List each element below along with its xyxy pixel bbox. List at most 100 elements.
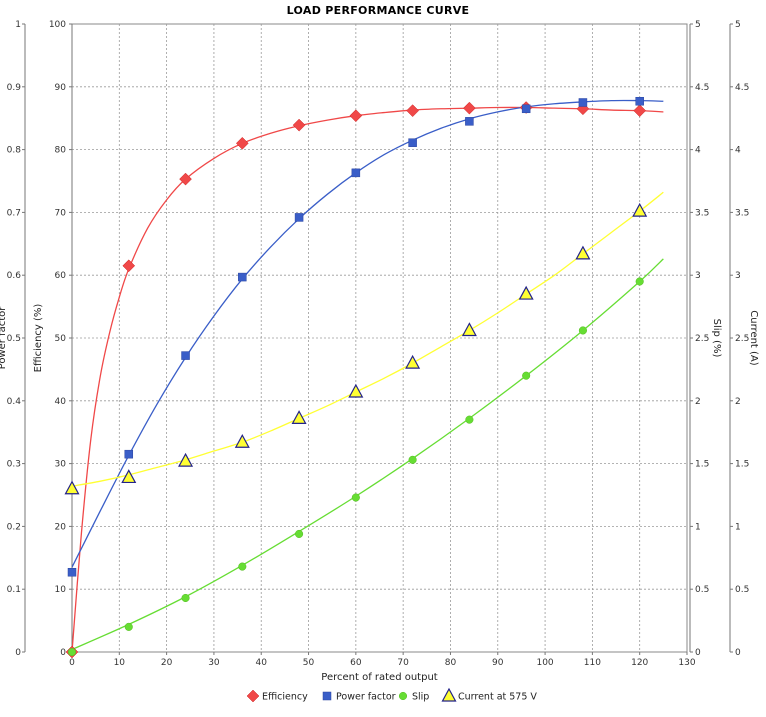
x-tick-label: 70 [397,658,409,668]
left-outer-tick-label: 0.5 [7,334,21,344]
power-factor-point [408,138,417,147]
current-at-575-v-point [64,480,80,495]
current-at-575-v-point [405,354,421,369]
power-factor-point [521,104,531,114]
power-factor-point [635,96,644,106]
efficiency-point [349,109,363,123]
legend: Efficiency Power factor Slip Current at 575… [246,687,537,703]
current-at-575-v-point [461,322,477,337]
left-inner-tick-label: 90 [55,83,67,93]
x-tick-label: 120 [631,658,648,668]
current-at-575-v-point [348,383,364,398]
legend-power-factor-label: Power factor [336,692,396,703]
right-inner-tick-label: 4.5 [695,83,709,93]
current-at-575-v-curve [72,191,664,487]
slip-point [67,647,77,657]
right-outer-tick-label: 0.5 [735,585,749,595]
left-outer-tick-label: 0.8 [7,146,22,156]
left-outer-tick-label: 0.9 [7,83,22,93]
efficiency-point [633,104,647,118]
slip-point [351,493,360,502]
right-inner-tick-label: 3 [695,271,701,281]
grid-lines [72,24,687,652]
right-inner-tick-label: 2 [695,397,701,407]
left-inner-tick-label: 80 [55,146,67,156]
efficiency-curve [72,106,664,652]
power-factor-point [124,449,134,459]
x-tick-label: 110 [584,658,601,668]
right-outer-tick-label: 0 [735,648,741,658]
power-factor-point [181,351,190,360]
left-inner-tick-label: 0 [60,648,66,658]
x-tick-label: 130 [678,658,695,668]
left-inner-tick-label: 40 [55,397,67,407]
right-outer-tick-label: 2 [735,397,741,407]
power-factor-point [578,98,588,107]
right-outer-axis-title: Current (A) [748,310,759,365]
power-factor-point [238,272,247,282]
x-tick-label: 90 [492,658,504,668]
legend-slip-marker [398,691,408,701]
power-factor-point [294,213,304,222]
left-outer-tick-label: 0.1 [7,585,21,595]
x-tick-label: 60 [350,658,362,668]
slip-point [635,277,644,286]
efficiency-point [463,101,476,115]
x-axis-title: Percent of rated output [321,672,438,683]
x-tick-label: 80 [445,658,457,668]
slip-point [408,455,417,464]
current-at-575-v-point [632,202,648,217]
slip-point [238,562,247,571]
right-outer-tick-label: 2.5 [735,334,749,344]
x-tick-label: 10 [114,658,126,668]
legend-current-at-575-v-label: Current at 575 V [458,692,537,703]
right-outer-tick-label: 3 [735,271,741,281]
right-outer-tick-label: 3.5 [735,208,749,218]
x-tick-label: 30 [208,658,220,668]
left-outer-tick-label: 0 [15,648,21,658]
right-inner-tick-label: 0 [695,648,701,658]
legend-current-at-575-v-marker [441,687,457,702]
power-factor-point [465,117,474,126]
left-outer-axis-title: Power factor [0,306,8,370]
current-at-575-v-point [291,410,307,424]
slip-point [124,622,133,631]
current-at-575-v-point [575,245,591,260]
efficiency-point [122,259,136,273]
power-factor-point [67,567,77,577]
right-inner-tick-label: 1 [695,522,701,532]
legend-power-factor-marker [322,691,332,701]
x-tick-label: 20 [161,658,173,668]
efficiency-point [406,104,419,118]
right-outer-tick-label: 4 [735,146,741,156]
right-inner-tick-label: 1.5 [695,460,709,470]
efficiency-point [235,136,249,150]
right-outer-tick-label: 1.5 [735,460,749,470]
efficiency-point [179,172,192,186]
current-at-575-v-point [518,285,534,300]
left-inner-tick-label: 10 [55,585,67,595]
right-inner-tick-label: 5 [695,20,701,30]
right-outer-tick-label: 5 [735,20,741,30]
left-outer-tick-label: 0.4 [7,397,22,407]
x-tick-label: 50 [303,658,315,668]
left-outer-tick-label: 0.3 [7,460,21,470]
current-at-575-v-point [178,452,194,467]
power-factor-point [351,168,361,178]
right-inner-tick-label: 4 [695,146,701,156]
left-inner-tick-label: 50 [55,334,67,344]
slip-point [522,371,531,380]
left-outer-tick-label: 0.2 [7,522,21,532]
current-at-575-v-point [121,469,137,484]
left-inner-axis-title: Efficiency (%) [33,304,44,373]
left-outer-tick-label: 0.6 [7,271,22,281]
legend-slip-label: Slip [412,692,429,703]
right-inner-axis-title: Slip (%) [711,319,722,358]
efficiency-point [292,118,306,132]
current-at-575-v-point [234,433,250,448]
left-outer-tick-label: 0.7 [7,208,21,218]
left-outer-tick-label: 1 [15,20,21,30]
right-inner-tick-label: 0.5 [695,585,709,595]
series-markers [64,96,648,659]
legend-efficiency-label: Efficiency [262,692,308,703]
